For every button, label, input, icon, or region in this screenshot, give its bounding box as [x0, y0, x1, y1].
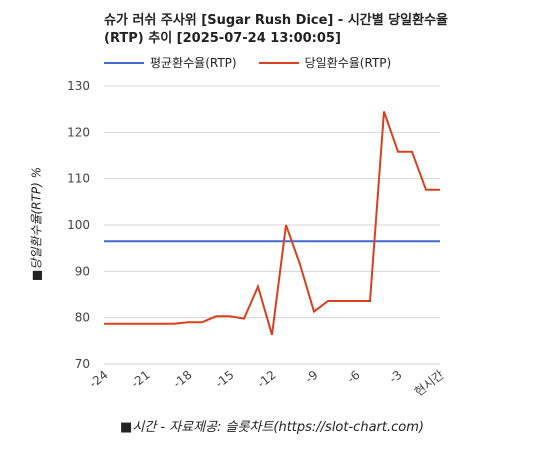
legend-item-daily[interactable]: 당일환수율(RTP)	[258, 54, 392, 71]
y-tick-label: 120	[67, 125, 90, 139]
series-line-daily-rtp	[104, 111, 440, 336]
grid-lines	[104, 85, 440, 365]
y-tick-label: 110	[67, 172, 90, 186]
chart-title: 슈가 러쉬 주사위 [Sugar Rush Dice] - 시간별 당일환수율(…	[104, 13, 449, 46]
legend-label-daily: 당일환수율(RTP)	[304, 56, 392, 70]
legend-swatch-average	[104, 61, 144, 64]
x-tick-label: -12	[255, 368, 279, 391]
x-tick-label: 현시간	[412, 368, 447, 399]
x-tick-label: -18	[171, 368, 195, 391]
y-tick-labels: 70 80 90 100 110 120 130	[67, 79, 90, 371]
legend-label-average: 평균환수율(RTP)	[150, 56, 237, 70]
x-tick-label: -15	[213, 368, 237, 391]
y-tick-label: 130	[67, 79, 90, 93]
y-tick-label: 100	[67, 218, 90, 232]
y-tick-label: 70	[75, 357, 90, 371]
x-tick-label: -3	[387, 368, 405, 386]
chart-legend: 평균환수율(RTP) 당일환수율(RTP)	[104, 54, 391, 71]
x-tick-label: -6	[345, 368, 363, 386]
x-tick-label: -9	[303, 368, 321, 386]
x-axis-label: ■시간 - 자료제공: 슬롯차트(https://slot-chart.com)	[120, 420, 424, 435]
series-lines	[104, 111, 440, 336]
x-tick-label: -24	[87, 368, 111, 391]
legend-swatch-daily	[258, 61, 299, 64]
legend-item-average[interactable]: 평균환수율(RTP)	[104, 54, 237, 71]
x-tick-label: -21	[129, 368, 153, 391]
y-tick-label: 90	[75, 264, 90, 278]
x-tick-labels: -24 -21 -18 -15 -12 -9 -6 -3 현시간	[87, 368, 447, 399]
y-tick-label: 80	[75, 311, 90, 325]
